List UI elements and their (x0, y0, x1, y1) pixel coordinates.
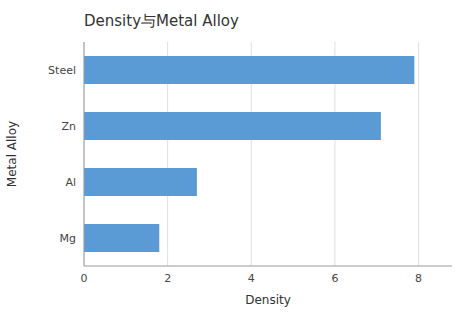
title: Density与Metal Alloy (84, 12, 239, 30)
bars (84, 56, 414, 252)
y-tick-label: Steel (48, 64, 76, 77)
grid-line (84, 42, 85, 266)
chart: 0 2 4 6 8 Steel Zn Al Mg Density与Metal Alloy Densi… (0, 0, 474, 316)
x-tick-label: 0 (81, 272, 88, 285)
x-tick-label: 4 (248, 272, 255, 285)
y-tick-label: Zn (61, 120, 76, 133)
x-tick-label: 2 (164, 272, 171, 285)
y-tick-label: Al (65, 176, 76, 189)
chart-container: 0 2 4 6 8 Steel Zn Al Mg Density与Metal Alloy Densi… (0, 0, 474, 316)
y-tick-label: Mg (60, 232, 76, 245)
bar (84, 224, 159, 252)
x-axis-label: Density (245, 293, 291, 307)
grid-line (418, 42, 419, 266)
y-axis-label: Metal Alloy (5, 121, 19, 187)
x-tick-label: 8 (415, 272, 422, 285)
plot-area (84, 42, 452, 266)
x-tick-label: 6 (331, 272, 338, 285)
bar (84, 112, 381, 140)
x-axis-line (84, 266, 452, 267)
y-axis-line (84, 42, 85, 266)
bar (84, 56, 414, 84)
bar (84, 168, 197, 196)
